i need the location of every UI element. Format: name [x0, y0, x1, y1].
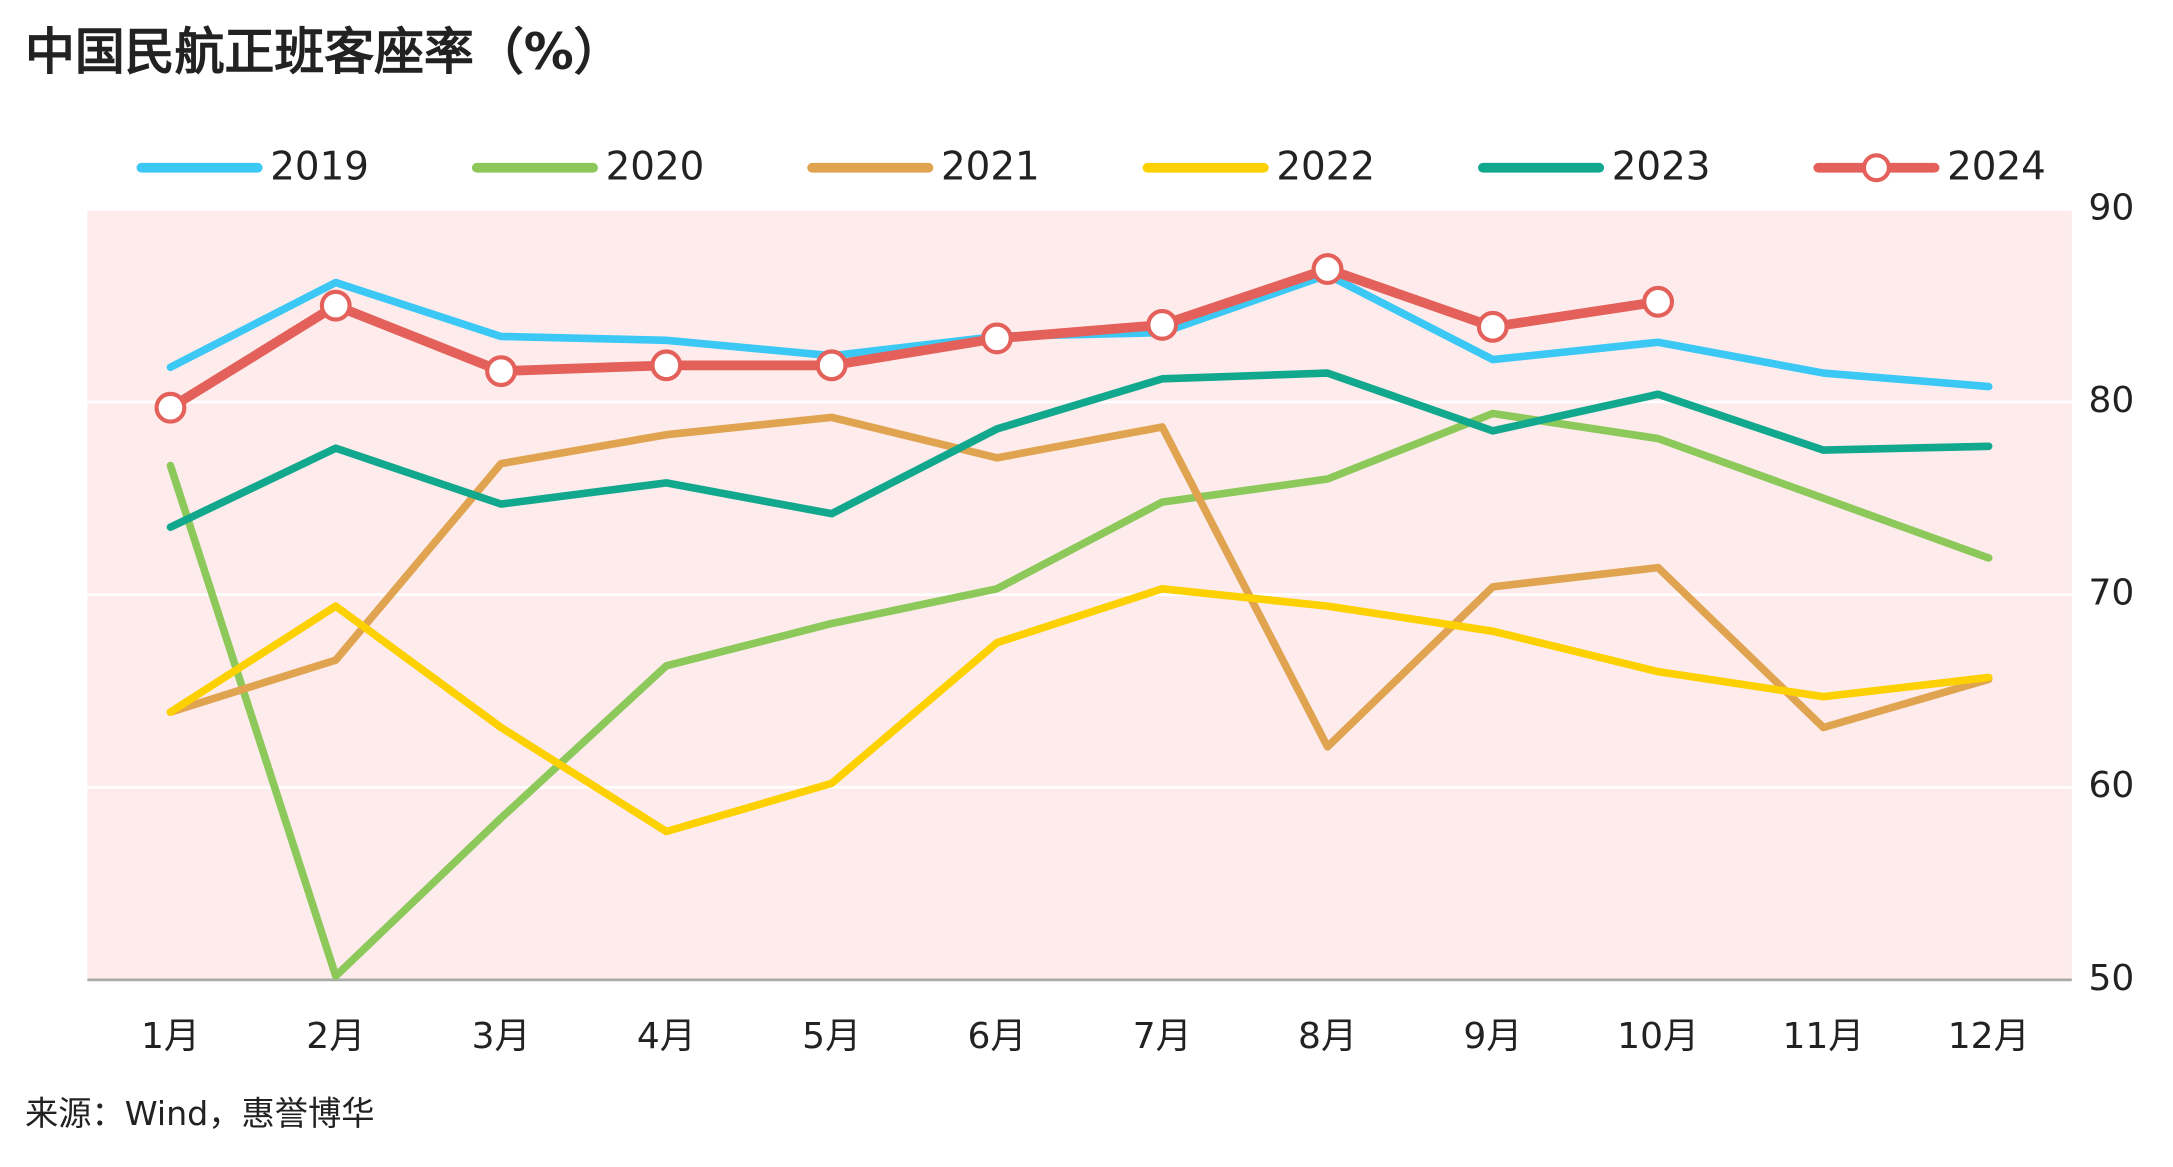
- legend-label: 2020: [606, 145, 705, 190]
- data-point: [1476, 310, 1509, 343]
- y-tick-label: 80: [2088, 380, 2134, 421]
- y-tick-label: 90: [2088, 187, 2134, 228]
- legend-label: 2023: [1612, 145, 1711, 190]
- series-line: [166, 409, 1993, 980]
- x-tick-label: 11月: [1782, 1016, 1864, 1057]
- x-tick-label: 5月: [802, 1016, 861, 1057]
- data-point: [154, 391, 187, 424]
- data-point: [980, 322, 1013, 355]
- x-tick-label: 9月: [1463, 1016, 1522, 1057]
- y-tick-label: 50: [2088, 958, 2134, 999]
- data-point: [1146, 308, 1179, 341]
- data-point: [1642, 285, 1675, 318]
- x-tick-label: 6月: [967, 1016, 1026, 1057]
- x-tick-label: 12月: [1948, 1016, 2030, 1057]
- source-note: 来源：Wind，惠誉博华: [25, 1094, 375, 1133]
- x-tick-label: 8月: [1298, 1016, 1357, 1057]
- legend-marker: [1861, 153, 1891, 183]
- data-point: [485, 355, 517, 388]
- x-tick-label: 2月: [306, 1016, 365, 1057]
- series-line: [166, 584, 1993, 836]
- x-tick-label: 1月: [141, 1016, 200, 1057]
- data-point: [319, 289, 352, 322]
- legend-label: 2021: [941, 145, 1040, 190]
- legend-label: 2019: [270, 145, 369, 190]
- x-tick-label: 7月: [1133, 1016, 1192, 1057]
- y-tick-label: 60: [2088, 765, 2134, 806]
- series-line: [165, 264, 1663, 413]
- x-tick-label: 3月: [472, 1016, 531, 1057]
- data-point: [1311, 253, 1344, 285]
- x-tick-label: 10月: [1617, 1016, 1699, 1057]
- legend-label: 2024: [1947, 145, 2046, 190]
- data-point: [815, 349, 848, 382]
- data-point: [650, 349, 683, 382]
- series-line: [166, 369, 1993, 531]
- legend-label: 2022: [1276, 145, 1375, 190]
- y-tick-label: 70: [2088, 573, 2134, 614]
- x-tick-label: 4月: [637, 1016, 696, 1057]
- chart-title: 中国民航正班客座率（%）: [25, 23, 624, 81]
